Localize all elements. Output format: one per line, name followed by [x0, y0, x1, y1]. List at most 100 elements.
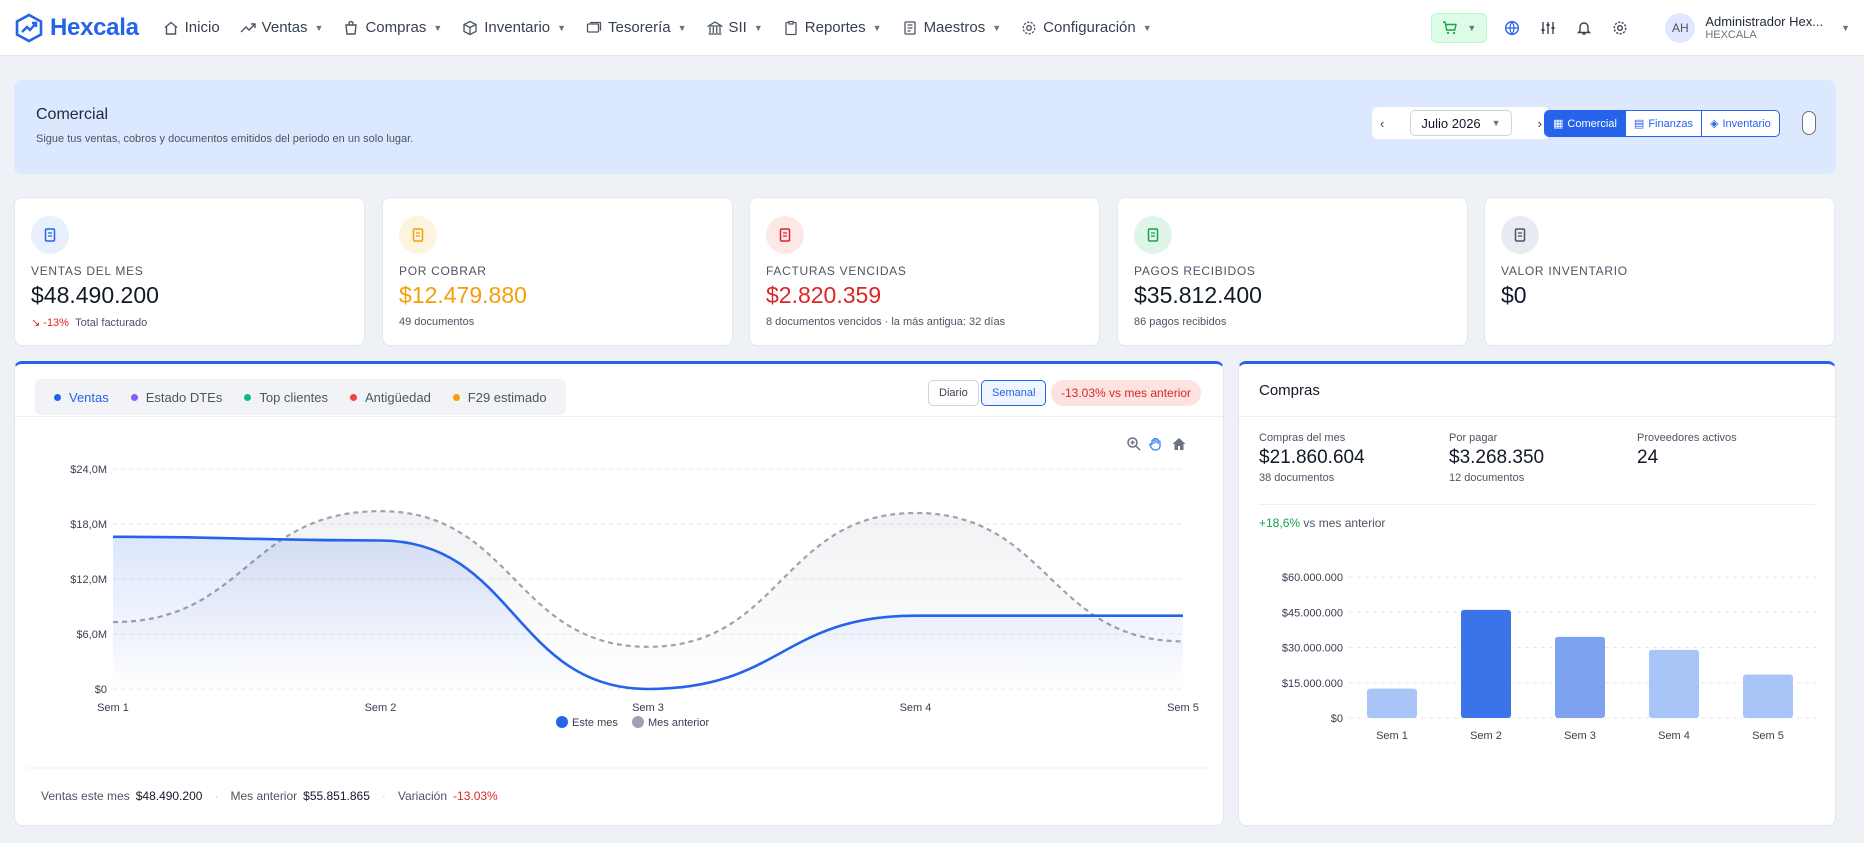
nav-maestros[interactable]: Maestros ▼: [892, 0, 1012, 56]
kpi-card[interactable]: VALOR INVENTARIO $0: [1484, 197, 1835, 346]
chart-tab[interactable]: Estado DTEs: [120, 390, 234, 405]
stat-value: $21.860.604: [1259, 447, 1365, 468]
kpi-card[interactable]: PAGOS RECIBIDOS $35.812.400 86 pagos rec…: [1117, 197, 1468, 346]
user-menu[interactable]: AH Administrador Hex... HEXCALA ▼: [1665, 12, 1850, 43]
kpi-card[interactable]: POR COBRAR $12.479.880 49 documentos: [382, 197, 733, 346]
nav-label: Reportes: [804, 19, 866, 36]
nav-inicio[interactable]: Inicio: [153, 0, 230, 56]
notifications-button[interactable]: [1573, 17, 1595, 39]
book-icon: [903, 20, 916, 35]
tab-dot: [350, 393, 358, 401]
bank-icon: [706, 20, 723, 35]
hexcala-logo-icon: [15, 13, 43, 42]
chart-tab[interactable]: F29 estimado: [442, 390, 558, 405]
page-header: Comercial Sigue tus ventas, cobros y doc…: [14, 80, 1836, 174]
y-tick-label: $15.000.000: [1282, 678, 1343, 690]
sales-chart-card: Ventas Estado DTEs Top clientes Antigüedad F…: [14, 361, 1224, 826]
tab-label: Estado DTEs: [145, 389, 223, 405]
nav-ventas[interactable]: Ventas ▼: [230, 0, 334, 56]
chevron-down-icon: ▼: [1491, 118, 1501, 128]
bar[interactable]: [1555, 636, 1605, 718]
chevron-down-icon: ▼: [753, 22, 763, 33]
granularity-weekly-button[interactable]: Semanal: [981, 380, 1047, 406]
y-tick-label: $45.000.000: [1282, 607, 1343, 619]
kpi-card[interactable]: VENTAS DEL MES $48.490.200 ↘ -13% Total …: [14, 197, 365, 346]
stat-compras-mes: Compras del mes $21.860.604 38 documento…: [1259, 432, 1365, 484]
y-tick-label: $6,0M: [76, 629, 107, 641]
tab-dot: [452, 393, 460, 401]
stat-por-pagar: Por pagar $3.268.350 12 documentos: [1449, 432, 1544, 484]
this-month-label: Ventas este mes: [41, 789, 130, 803]
clipboard-icon: [1501, 216, 1539, 254]
nav-label: Inicio: [184, 19, 220, 36]
box-icon: ◈: [1709, 118, 1719, 130]
page-title: Comercial: [36, 106, 109, 123]
nav-configuracion[interactable]: Configuración ▼: [1011, 0, 1161, 56]
variation-badge: -13.03% vs mes anterior: [1051, 380, 1202, 406]
bag-icon: [345, 20, 358, 35]
prev-month-label: Mes anterior: [230, 789, 298, 803]
view-finanzas-tab[interactable]: ▤ Finanzas: [1626, 111, 1702, 136]
kpi-note-text: 49 documentos: [399, 316, 475, 328]
brand[interactable]: Hexcala: [14, 13, 139, 43]
nav-label: Configuración: [1043, 19, 1136, 36]
home-reset-icon[interactable]: [1171, 436, 1187, 452]
view-inventario-tab[interactable]: ◈ Inventario: [1702, 111, 1779, 136]
pos-cart-button[interactable]: ▼: [1431, 12, 1488, 43]
y-tick-label: $12,0M: [70, 574, 107, 586]
bar[interactable]: [1367, 688, 1417, 718]
chevron-down-icon: ▼: [872, 22, 882, 33]
wallet-icon: [399, 216, 437, 254]
granularity-daily-button[interactable]: Diario: [928, 380, 979, 406]
view-label: Inventario: [1722, 117, 1771, 130]
legend-label[interactable]: Este mes: [572, 717, 618, 729]
pan-hand-icon[interactable]: [1148, 436, 1164, 452]
kpi-card[interactable]: FACTURAS VENCIDAS $2.820.359 8 documento…: [749, 197, 1100, 346]
prev-period-button[interactable]: ‹: [1380, 115, 1385, 131]
kpi-trend: -13%: [43, 317, 69, 329]
bar[interactable]: [1743, 674, 1793, 718]
period-dropdown[interactable]: Julio 2026 ▼: [1410, 110, 1512, 136]
nav-inventario[interactable]: Inventario ▼: [452, 0, 576, 56]
trend-icon: [240, 22, 256, 32]
chart-tab[interactable]: Ventas: [43, 390, 120, 405]
view-options-button[interactable]: [1802, 111, 1816, 135]
next-period-button[interactable]: ›: [1537, 115, 1542, 131]
sales-line-chart: $0 $6,0M $12,0M $18,0M $24,0M Sem 1 Sem 2 Sem 3…: [27, 464, 1211, 769]
series-line-este-mes[interactable]: [112, 535, 1183, 691]
nav-reportes[interactable]: Reportes ▼: [773, 0, 892, 56]
zoom-in-icon[interactable]: [1126, 436, 1142, 452]
kpi-value: $2.820.359: [766, 282, 882, 308]
view-comercial-tab[interactable]: ▦ Comercial: [1545, 111, 1626, 136]
x-tick-label: Sem 5: [1167, 702, 1199, 714]
chart-tab[interactable]: Top clientes: [233, 390, 339, 405]
filters-button[interactable]: [1537, 17, 1559, 39]
nav-compras[interactable]: Compras ▼: [333, 0, 452, 56]
y-tick-label: $18,0M: [70, 519, 107, 531]
cash-icon: [1134, 216, 1172, 254]
settings-button[interactable]: [1609, 17, 1631, 39]
variation-text: vs mes anterior: [1303, 516, 1386, 530]
bell-icon: [1577, 21, 1592, 35]
x-tick-label: Sem 2: [1470, 730, 1502, 742]
bar[interactable]: [1461, 609, 1511, 718]
period-value: Julio 2026: [1421, 115, 1481, 131]
nav-sii[interactable]: SII ▼: [697, 0, 773, 56]
bar[interactable]: [1649, 649, 1699, 718]
tab-label: F29 estimado: [467, 389, 547, 405]
kpi-label: POR COBRAR: [399, 264, 487, 278]
series-line-mes-anterior[interactable]: [112, 510, 1184, 648]
legend-label[interactable]: Mes anterior: [648, 717, 709, 729]
chevron-down-icon: ▼: [557, 22, 567, 33]
box-icon: [463, 20, 477, 35]
tab-label: Ventas: [69, 389, 109, 405]
globe-icon: [1505, 20, 1520, 35]
view-label: Finanzas: [1648, 117, 1693, 130]
kpi-value: $35.812.400: [1134, 282, 1262, 308]
page-subtitle: Sigue tus ventas, cobros y documentos em…: [36, 133, 414, 145]
nav-tesoreria[interactable]: Tesorería ▼: [576, 0, 696, 56]
document-icon: ▤: [1633, 118, 1645, 130]
globe-button[interactable]: [1501, 17, 1523, 39]
chart-tab[interactable]: Antigüedad: [339, 390, 442, 405]
x-tick-label: Sem 5: [1752, 730, 1784, 742]
